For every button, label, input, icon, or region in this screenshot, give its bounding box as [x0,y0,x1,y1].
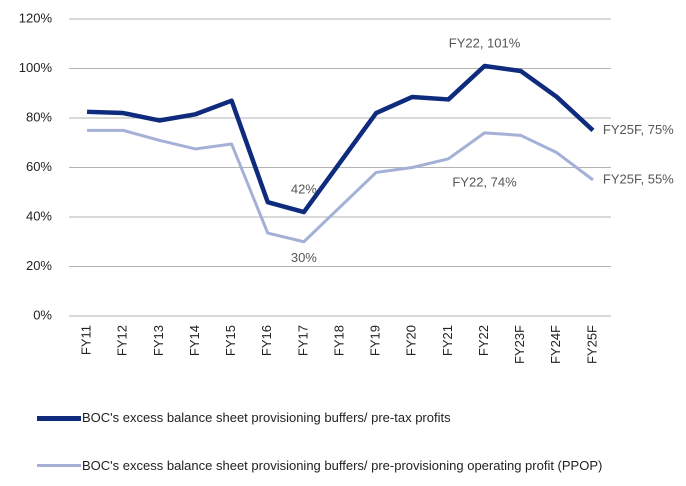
x-tick-label: FY23F [512,325,527,364]
y-tick-label: 80% [26,109,52,124]
data-label: FY22, 74% [452,174,517,189]
legend-swatch [37,416,81,421]
x-tick-label: FY13 [151,325,166,356]
x-tick-label: FY22 [476,325,491,356]
x-tick-label: FY11 [79,325,94,355]
x-tick-label: FY19 [368,325,383,356]
x-tick-label: FY18 [331,325,346,356]
legend-swatch [37,464,81,467]
x-tick-label: FY15 [223,325,238,356]
series-line [86,63,595,215]
y-tick-label: 120% [19,10,53,25]
x-tick-label: FY24F [548,325,563,364]
x-tick-label: FY17 [295,325,310,356]
data-label: FY22, 101% [449,35,521,50]
x-tick-label: FY20 [404,325,419,356]
legend-label: BOC's excess balance sheet provisioning … [82,458,603,473]
x-tick-label: FY16 [259,325,274,356]
data-label: FY25F, 55% [603,171,674,186]
x-tick-label: FY12 [115,325,130,356]
y-tick-label: 0% [33,307,52,322]
data-label: 42% [291,181,317,196]
series-line [87,128,594,244]
legend-label: BOC's excess balance sheet provisioning … [82,410,451,425]
y-tick-label: 40% [26,208,52,223]
data-label: 30% [291,250,317,265]
y-tick-label: 100% [19,60,53,75]
x-tick-label: FY21 [440,325,455,356]
y-tick-label: 20% [26,258,52,273]
data-label: FY25F, 75% [603,122,674,137]
y-tick-label: 60% [26,159,52,174]
x-tick-label: FY14 [187,325,202,356]
x-tick-label: FY25F [584,325,599,364]
